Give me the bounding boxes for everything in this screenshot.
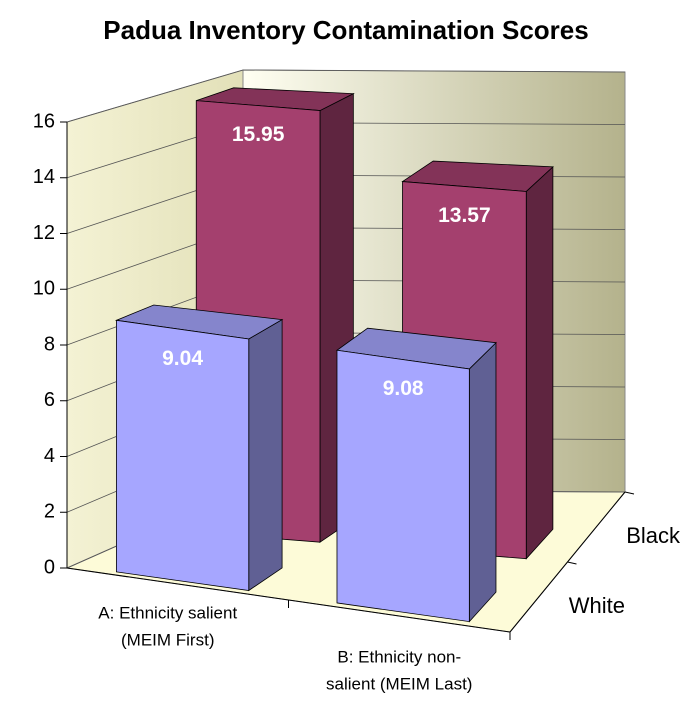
y-tick-label: 8 (44, 333, 55, 355)
y-tick-label: 0 (44, 556, 55, 578)
chart-title: Padua Inventory Contamination Scores (103, 15, 588, 45)
x-tick-label: A: Ethnicity salient (98, 603, 237, 622)
depth-tick (567, 561, 577, 565)
y-tick-label: 6 (44, 389, 55, 411)
y-tick-label: 2 (44, 501, 55, 523)
value-label: 13.57 (438, 204, 491, 227)
x-tick-label: (MEIM First) (121, 630, 214, 649)
x-tick-label: B: Ethnicity non- (337, 647, 461, 666)
x-tick-label: salient (MEIM Last) (326, 674, 472, 693)
bar (115, 319, 250, 591)
y-tick-label: 14 (33, 166, 55, 188)
bar-side (525, 165, 554, 560)
bar (336, 349, 470, 623)
depth-tick (624, 491, 635, 495)
y-tick-label: 12 (33, 222, 55, 244)
value-label: 9.08 (383, 377, 424, 400)
y-tick-label: 16 (33, 110, 55, 132)
series-label: White (569, 593, 625, 618)
value-label: 15.95 (232, 123, 285, 146)
value-label: 9.04 (162, 347, 203, 370)
series-label: Black (626, 523, 681, 548)
grid-line (66, 69, 626, 123)
bar-side (248, 318, 283, 592)
y-tick-label: 4 (44, 445, 55, 467)
bar-side (468, 341, 497, 623)
y-tick-label: 10 (33, 278, 55, 300)
